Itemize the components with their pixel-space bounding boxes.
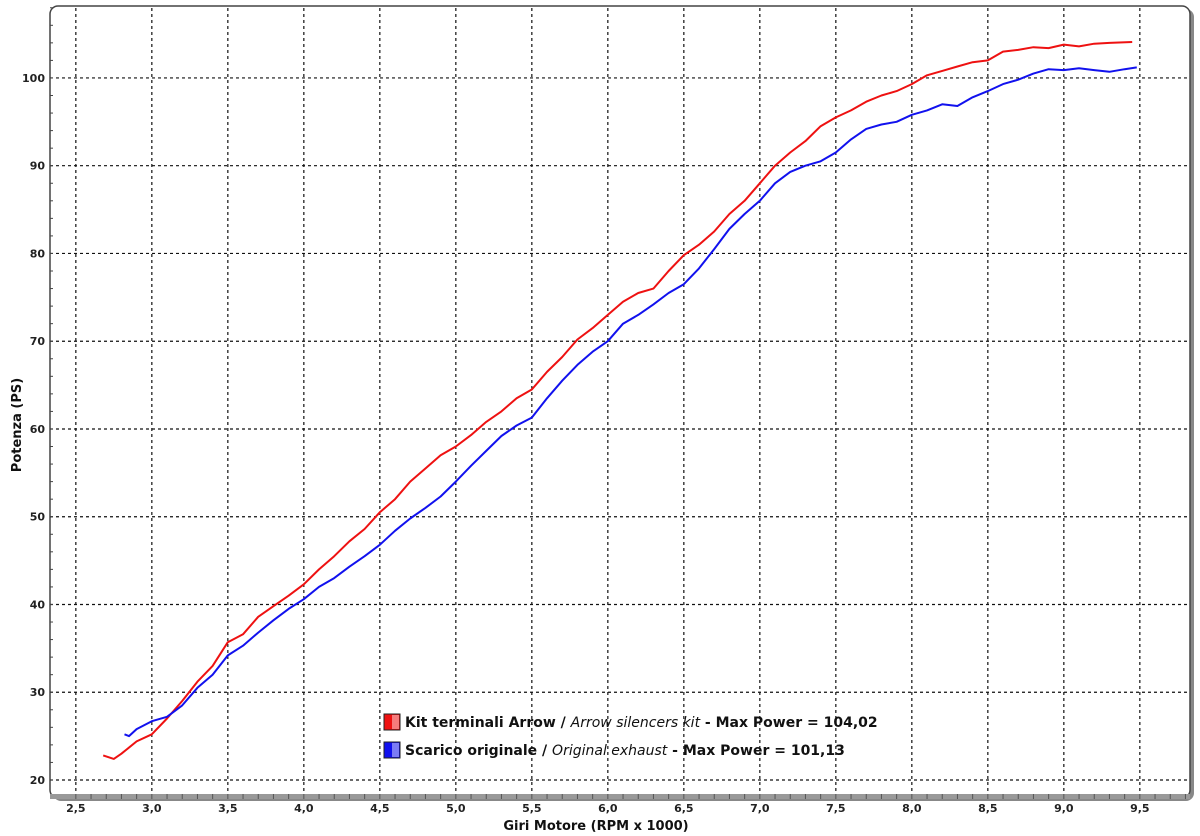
series-line-2 [124,66,1137,738]
y-tick-label: 20 [30,774,46,787]
legend-item: Scarico originale / Original exhaust - M… [383,741,845,759]
y-tick-label: 70 [30,335,46,348]
x-tick-label: 7,0 [750,802,770,815]
y-tick-label: 100 [22,72,45,85]
legend-swatch-highlight [392,743,399,757]
legend-swatch [383,713,401,731]
y-tick-label: 30 [30,686,46,699]
legend-item: Kit terminali Arrow / Arrow silencers ki… [383,713,878,731]
x-tick-label: 6,0 [598,802,618,815]
y-axis-title: Potenza (PS) [10,378,25,472]
legend-swatch-highlight [392,715,399,729]
x-tick-label: 5,0 [446,802,466,815]
x-tick-label: 7,5 [826,802,846,815]
y-tick-label: 40 [30,598,46,611]
legend-label: Kit terminali Arrow / Arrow silencers ki… [405,715,878,731]
x-tick-label: 3,5 [218,802,238,815]
x-tick-label: 8,5 [978,802,998,815]
x-tick-label: 9,0 [1054,802,1074,815]
plot-frame [49,5,1191,799]
series-lines [102,41,1137,760]
x-tick-label: 9,5 [1130,802,1150,815]
x-tick-label: 6,5 [674,802,694,815]
x-tick-label: 2,5 [66,802,86,815]
ticks: 2,5 3,0 3,5 4,0 4,5 5,0 5,5 6,0 6,5 7,0 7,5 8,0 8,5 9… [22,7,1186,815]
x-tick-label: 8,0 [902,802,922,815]
y-tick-label: 80 [30,247,46,260]
x-axis-bar [50,794,1190,799]
x-tick-label: 4,0 [294,802,314,815]
y-tick-label: 60 [30,423,46,436]
legend-swatch [383,741,401,759]
y-tick-label: 90 [30,160,46,173]
legend: Kit terminali Arrow / Arrow silencers ki… [383,713,878,759]
grid [50,8,1190,794]
x-tick-label: 5,5 [522,802,542,815]
x-axis-title: Giri Motore (RPM x 1000) [503,819,688,834]
y-tick-label: 50 [30,511,46,524]
legend-label: Scarico originale / Original exhaust - M… [405,743,845,759]
x-tick-label: 4,5 [370,802,390,815]
series-line-1 [102,41,1133,760]
x-tick-label: 3,0 [142,802,162,815]
